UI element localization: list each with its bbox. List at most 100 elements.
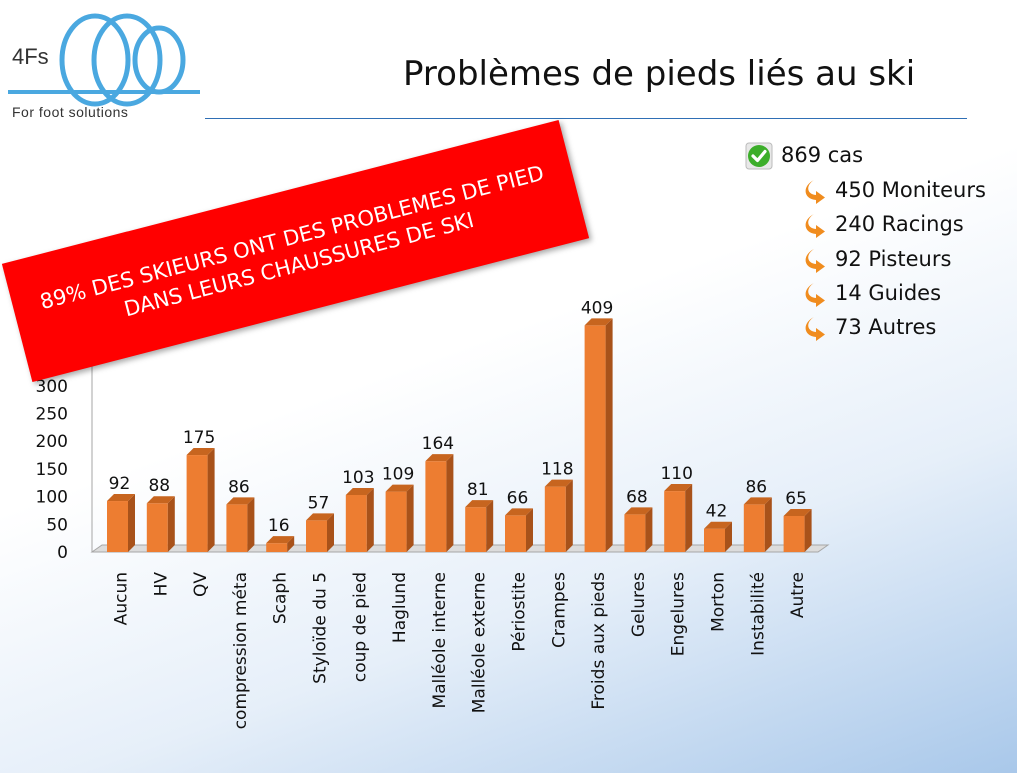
stats-item: 92 Pisteurs	[803, 247, 951, 273]
bar-side	[128, 494, 135, 552]
bar-side	[486, 500, 494, 552]
y-tick-label: 300	[36, 377, 68, 397]
bar	[783, 515, 805, 552]
bar-side	[406, 484, 414, 552]
bar	[385, 491, 407, 552]
logo-name: 4Fs	[12, 44, 49, 69]
x-tick-label: Haglund	[390, 572, 410, 643]
logo-tagline: For foot solutions	[12, 104, 129, 120]
bar	[704, 528, 725, 552]
bar	[226, 504, 248, 552]
bar-side	[526, 508, 533, 552]
bar-side	[327, 513, 334, 552]
bar-top	[704, 521, 732, 529]
bar	[505, 515, 526, 552]
bar-top	[505, 508, 533, 516]
page-title: Problèmes de pieds liés au ski	[403, 54, 916, 94]
data-label: 103	[342, 468, 374, 488]
bar-side	[247, 497, 255, 552]
curved-arrow-icon	[805, 214, 825, 238]
x-tick-label: Gelures	[629, 572, 649, 637]
x-tick-label: Instabilité	[748, 572, 768, 656]
bar-top	[385, 484, 414, 492]
curved-arrow-icon	[805, 283, 825, 307]
bar	[306, 520, 327, 552]
y-tick-label: 150	[36, 460, 68, 480]
stats-item-label: 73 Autres	[835, 315, 937, 339]
bar-side	[366, 487, 374, 552]
curved-arrow-icon	[805, 317, 825, 341]
x-tick-label: Froids aux pieds	[589, 572, 609, 710]
y-tick-label: 50	[46, 515, 68, 535]
bar-top	[664, 484, 693, 492]
bar	[624, 514, 646, 552]
data-label: 88	[148, 476, 170, 496]
bar-top	[544, 479, 573, 487]
y-tick-label: 100	[36, 488, 68, 508]
bar-side	[605, 318, 613, 552]
bar-top	[743, 497, 772, 505]
title-divider	[205, 118, 967, 119]
curved-arrow-icon	[805, 180, 825, 204]
bar	[345, 494, 367, 552]
stats-item: 240 Racings	[803, 212, 964, 238]
stats-item-label: 450 Moniteurs	[835, 178, 986, 202]
logo-rings-icon	[8, 13, 200, 107]
x-tick-label: Malléole interne	[430, 572, 450, 709]
x-tick-label: HV	[151, 572, 171, 597]
bar-side	[645, 507, 653, 552]
bar	[544, 486, 566, 552]
data-label: 66	[507, 488, 529, 508]
x-tick-label: coup de pied	[350, 572, 370, 682]
bar	[107, 501, 128, 552]
stats-item-label: 92 Pisteurs	[835, 247, 952, 271]
x-tick-label: Styloïde du 5	[311, 572, 331, 684]
data-label: 110	[660, 464, 692, 484]
bar-top	[306, 513, 334, 521]
bar	[743, 504, 765, 552]
data-label: 57	[308, 493, 330, 513]
x-tick-label: QV	[191, 572, 211, 597]
bar-side	[167, 496, 175, 552]
stats-item-label: 240 Racings	[835, 212, 964, 236]
data-label: 409	[581, 298, 613, 318]
data-label: 92	[109, 474, 131, 494]
bar-top	[146, 496, 175, 504]
bar-top	[226, 497, 255, 505]
y-tick-label: 200	[36, 432, 68, 452]
bar-side	[804, 508, 812, 552]
bar-side	[764, 497, 772, 552]
bar	[186, 455, 208, 552]
x-tick-label: Crampes	[549, 572, 569, 648]
bar	[664, 491, 686, 552]
x-tick-label: Périostite	[510, 572, 530, 652]
bar	[146, 503, 168, 552]
bar-side	[725, 521, 732, 552]
x-tick-label: Scaph	[271, 572, 291, 624]
checkmark-icon	[745, 142, 773, 170]
x-tick-label: Engelures	[669, 572, 689, 656]
data-label: 86	[745, 477, 767, 497]
bar-top	[186, 448, 215, 456]
bar-top	[465, 500, 494, 508]
y-tick-label: 0	[57, 543, 68, 563]
bar-top	[584, 318, 613, 326]
data-label: 16	[268, 516, 290, 536]
bar	[425, 461, 447, 552]
stats-item: 73 Autres	[803, 315, 936, 341]
stats-item-label: 14 Guides	[835, 281, 942, 305]
bar	[266, 543, 288, 552]
x-tick-label: Morton	[709, 572, 729, 632]
data-label: 68	[626, 487, 648, 507]
bar-top	[266, 536, 295, 544]
stats-item: 14 Guides	[803, 281, 941, 307]
data-label: 81	[467, 480, 489, 500]
stats-total-label: 869 cas	[781, 143, 864, 167]
y-tick-label: 250	[36, 405, 68, 425]
bar	[584, 325, 606, 552]
x-tick-label: Malléole externe	[470, 572, 490, 713]
bar-top	[783, 508, 812, 516]
bar-top	[624, 507, 653, 515]
bar	[465, 507, 487, 552]
